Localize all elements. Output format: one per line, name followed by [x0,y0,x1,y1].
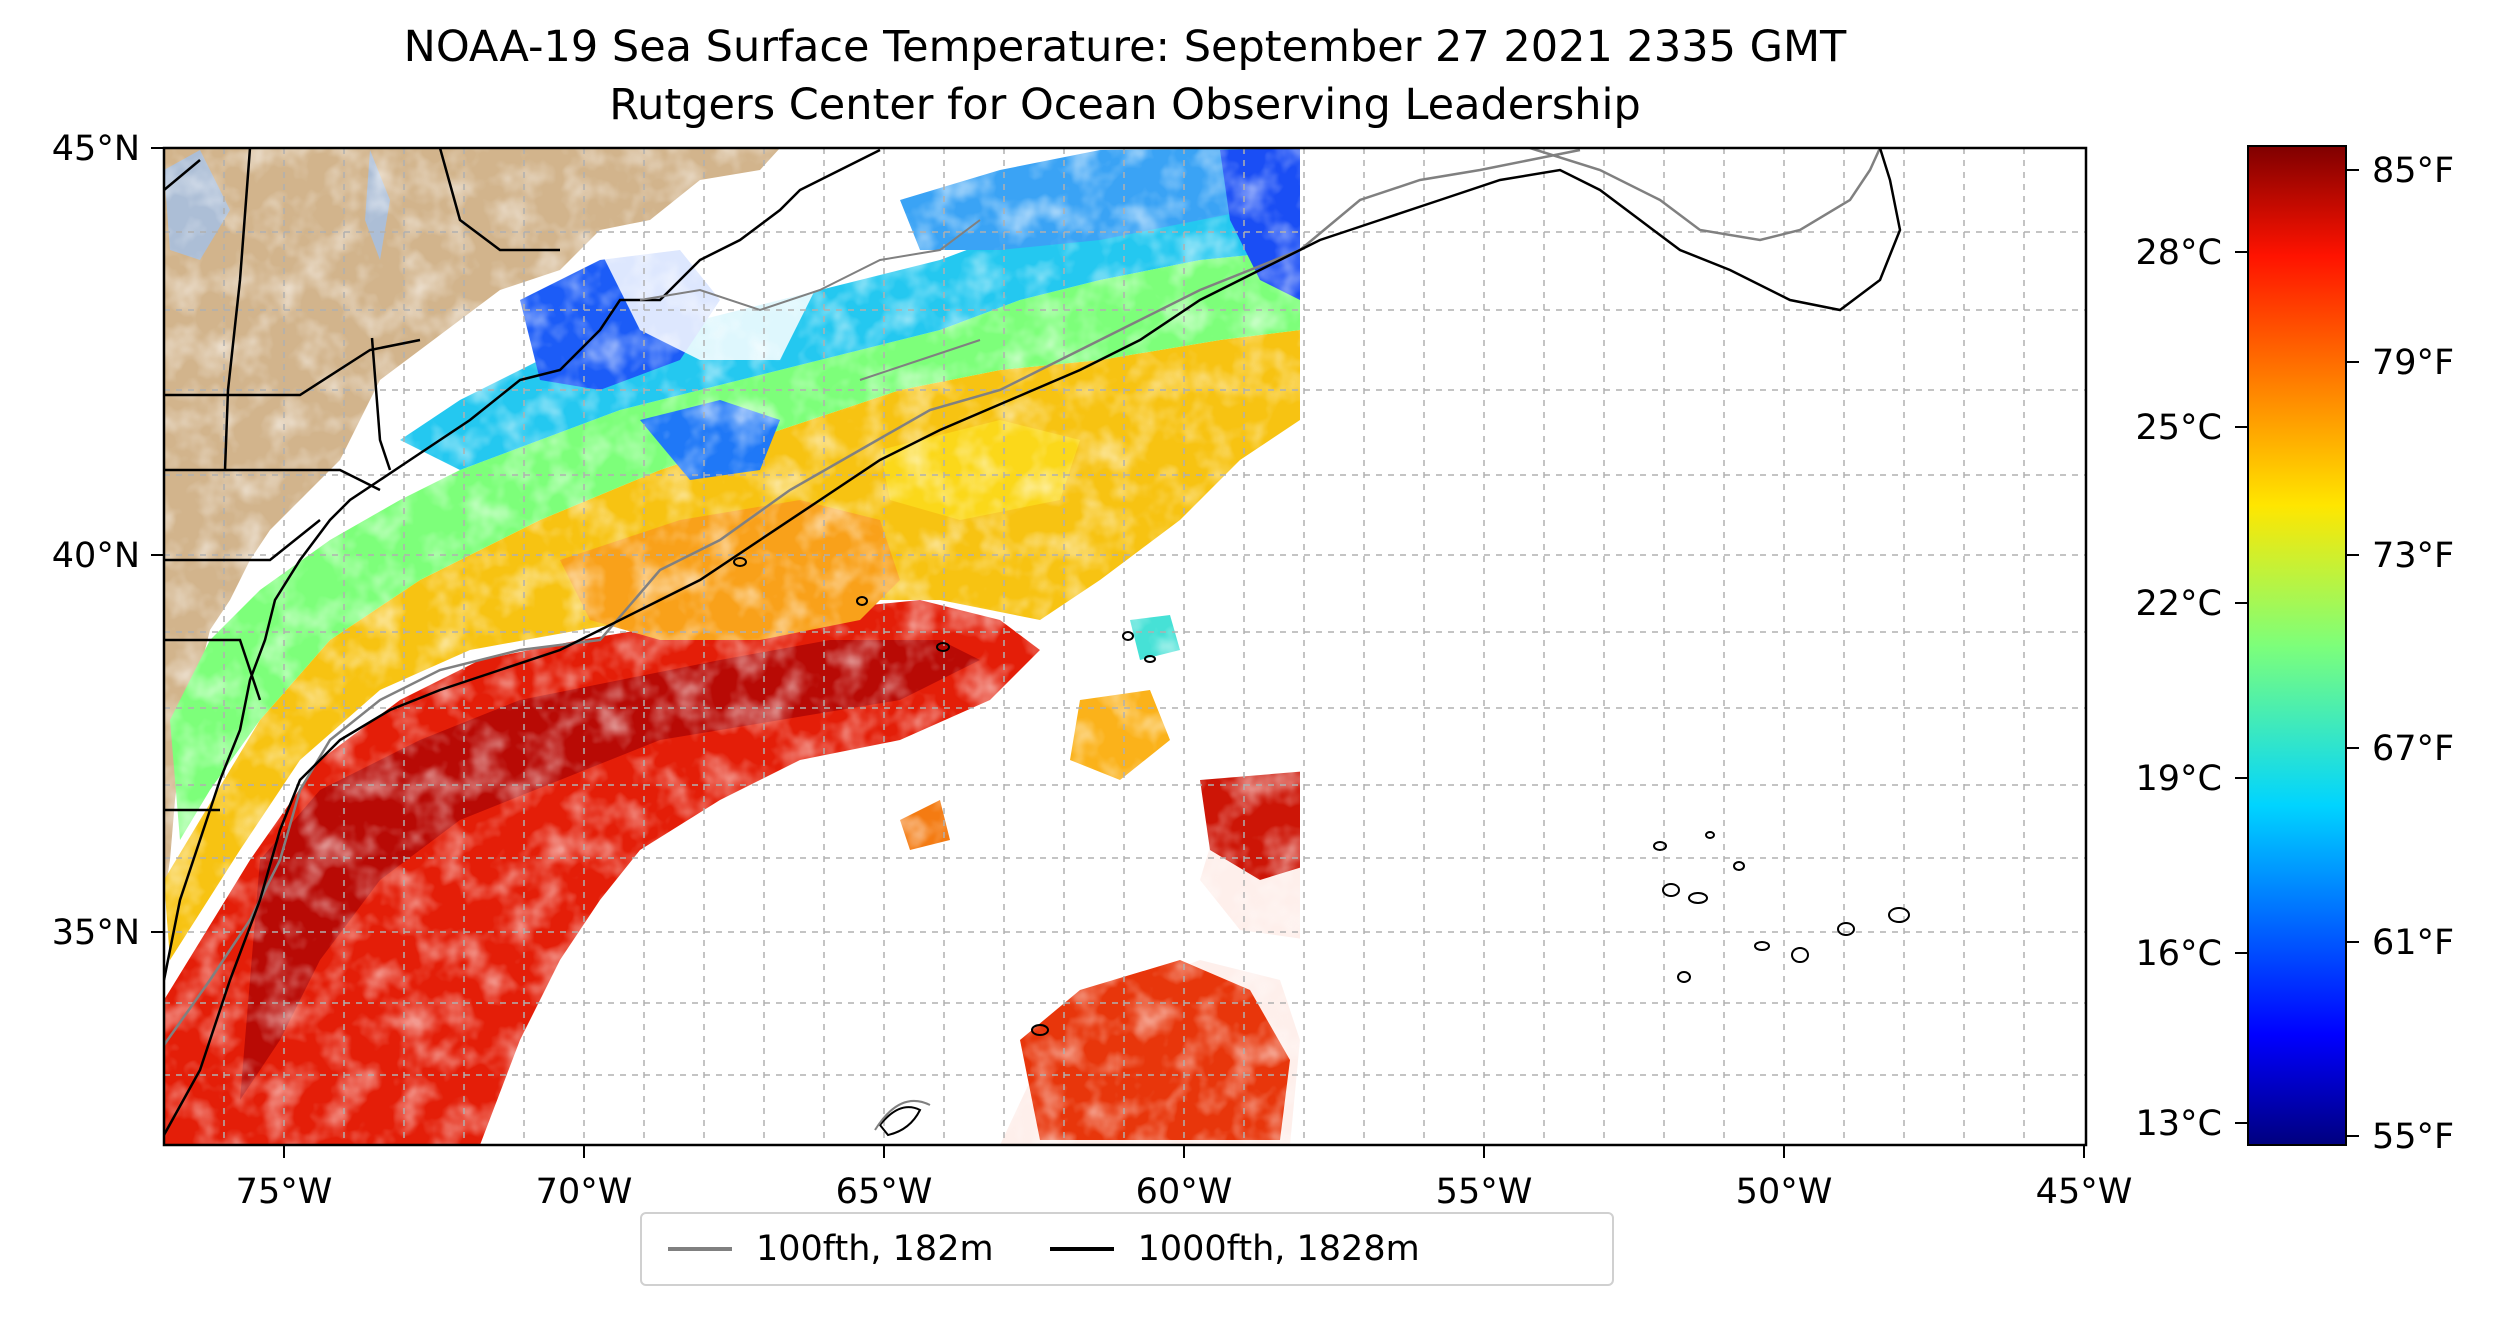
coastline [164,148,881,981]
colorbar-celsius-label: 25°C [2136,408,2222,448]
lat-tick-label: 35°N [52,913,140,953]
lon-tick-label: 75°W [236,1172,333,1212]
colorbar-celsius-label: 13°C [2136,1104,2222,1144]
colorbar-celsius-label: 28°C [2136,233,2222,273]
colorbar [2247,145,2347,1146]
colorbar-ticks [2235,169,2359,1137]
lon-tick-marks [283,1145,2085,1158]
colorbar-fahrenheit-label: 61°F [2372,923,2454,963]
isobath-100fth [164,148,1882,1046]
lon-tick-label: 60°W [1136,1172,1233,1212]
legend-item-100fth: 100fth, 182m [668,1229,994,1269]
map-frame [162,146,2088,1147]
lon-tick-label: 70°W [536,1172,633,1212]
lat-tick-label: 45°N [52,129,140,169]
seamount-isobath [874,1100,931,1131]
lon-tick-label: 65°W [836,1172,933,1212]
colorbar-fahrenheit-label: 73°F [2372,536,2454,576]
colorbar-fahrenheit-label: 85°F [2372,151,2454,191]
map-subtitle: Rutgers Center for Ocean Observing Leade… [609,80,1641,130]
state-borders [164,148,560,812]
map-legend: 100fth, 182m 1000fth, 1828m [640,1212,1614,1286]
isobath-1000fth [164,148,1902,1136]
colorbar-celsius-label: 22°C [2136,584,2222,624]
legend-line-black [1049,1247,1114,1251]
lon-tick-label: 50°W [1736,1172,1833,1212]
lat-tick-label: 40°N [52,536,140,576]
lat-tick-marks [151,147,164,933]
lon-tick-label: 45°W [2036,1172,2133,1212]
no-data-region [1300,148,2086,1145]
legend-item-1000fth: 1000fth, 1828m [1049,1229,1420,1269]
seamount-contours [733,557,1910,1137]
colorbar-fahrenheit-label: 67°F [2372,729,2454,769]
colorbar-fahrenheit-label: 79°F [2372,343,2454,383]
map-title: NOAA-19 Sea Surface Temperature: Septemb… [403,22,1847,72]
legend-line-gray [668,1247,732,1251]
legend-label: 100fth, 182m [756,1229,994,1269]
sst-layer [164,148,2086,1145]
lon-tick-label: 55°W [1436,1172,1533,1212]
colorbar-fahrenheit-label: 55°F [2372,1117,2454,1157]
colorbar-celsius-label: 19°C [2136,759,2222,799]
isobath-100fth-inner [639,219,981,381]
legend-label: 1000fth, 1828m [1137,1229,1420,1269]
colorbar-celsius-label: 16°C [2136,934,2222,974]
cloud-speckle [164,148,1314,1145]
